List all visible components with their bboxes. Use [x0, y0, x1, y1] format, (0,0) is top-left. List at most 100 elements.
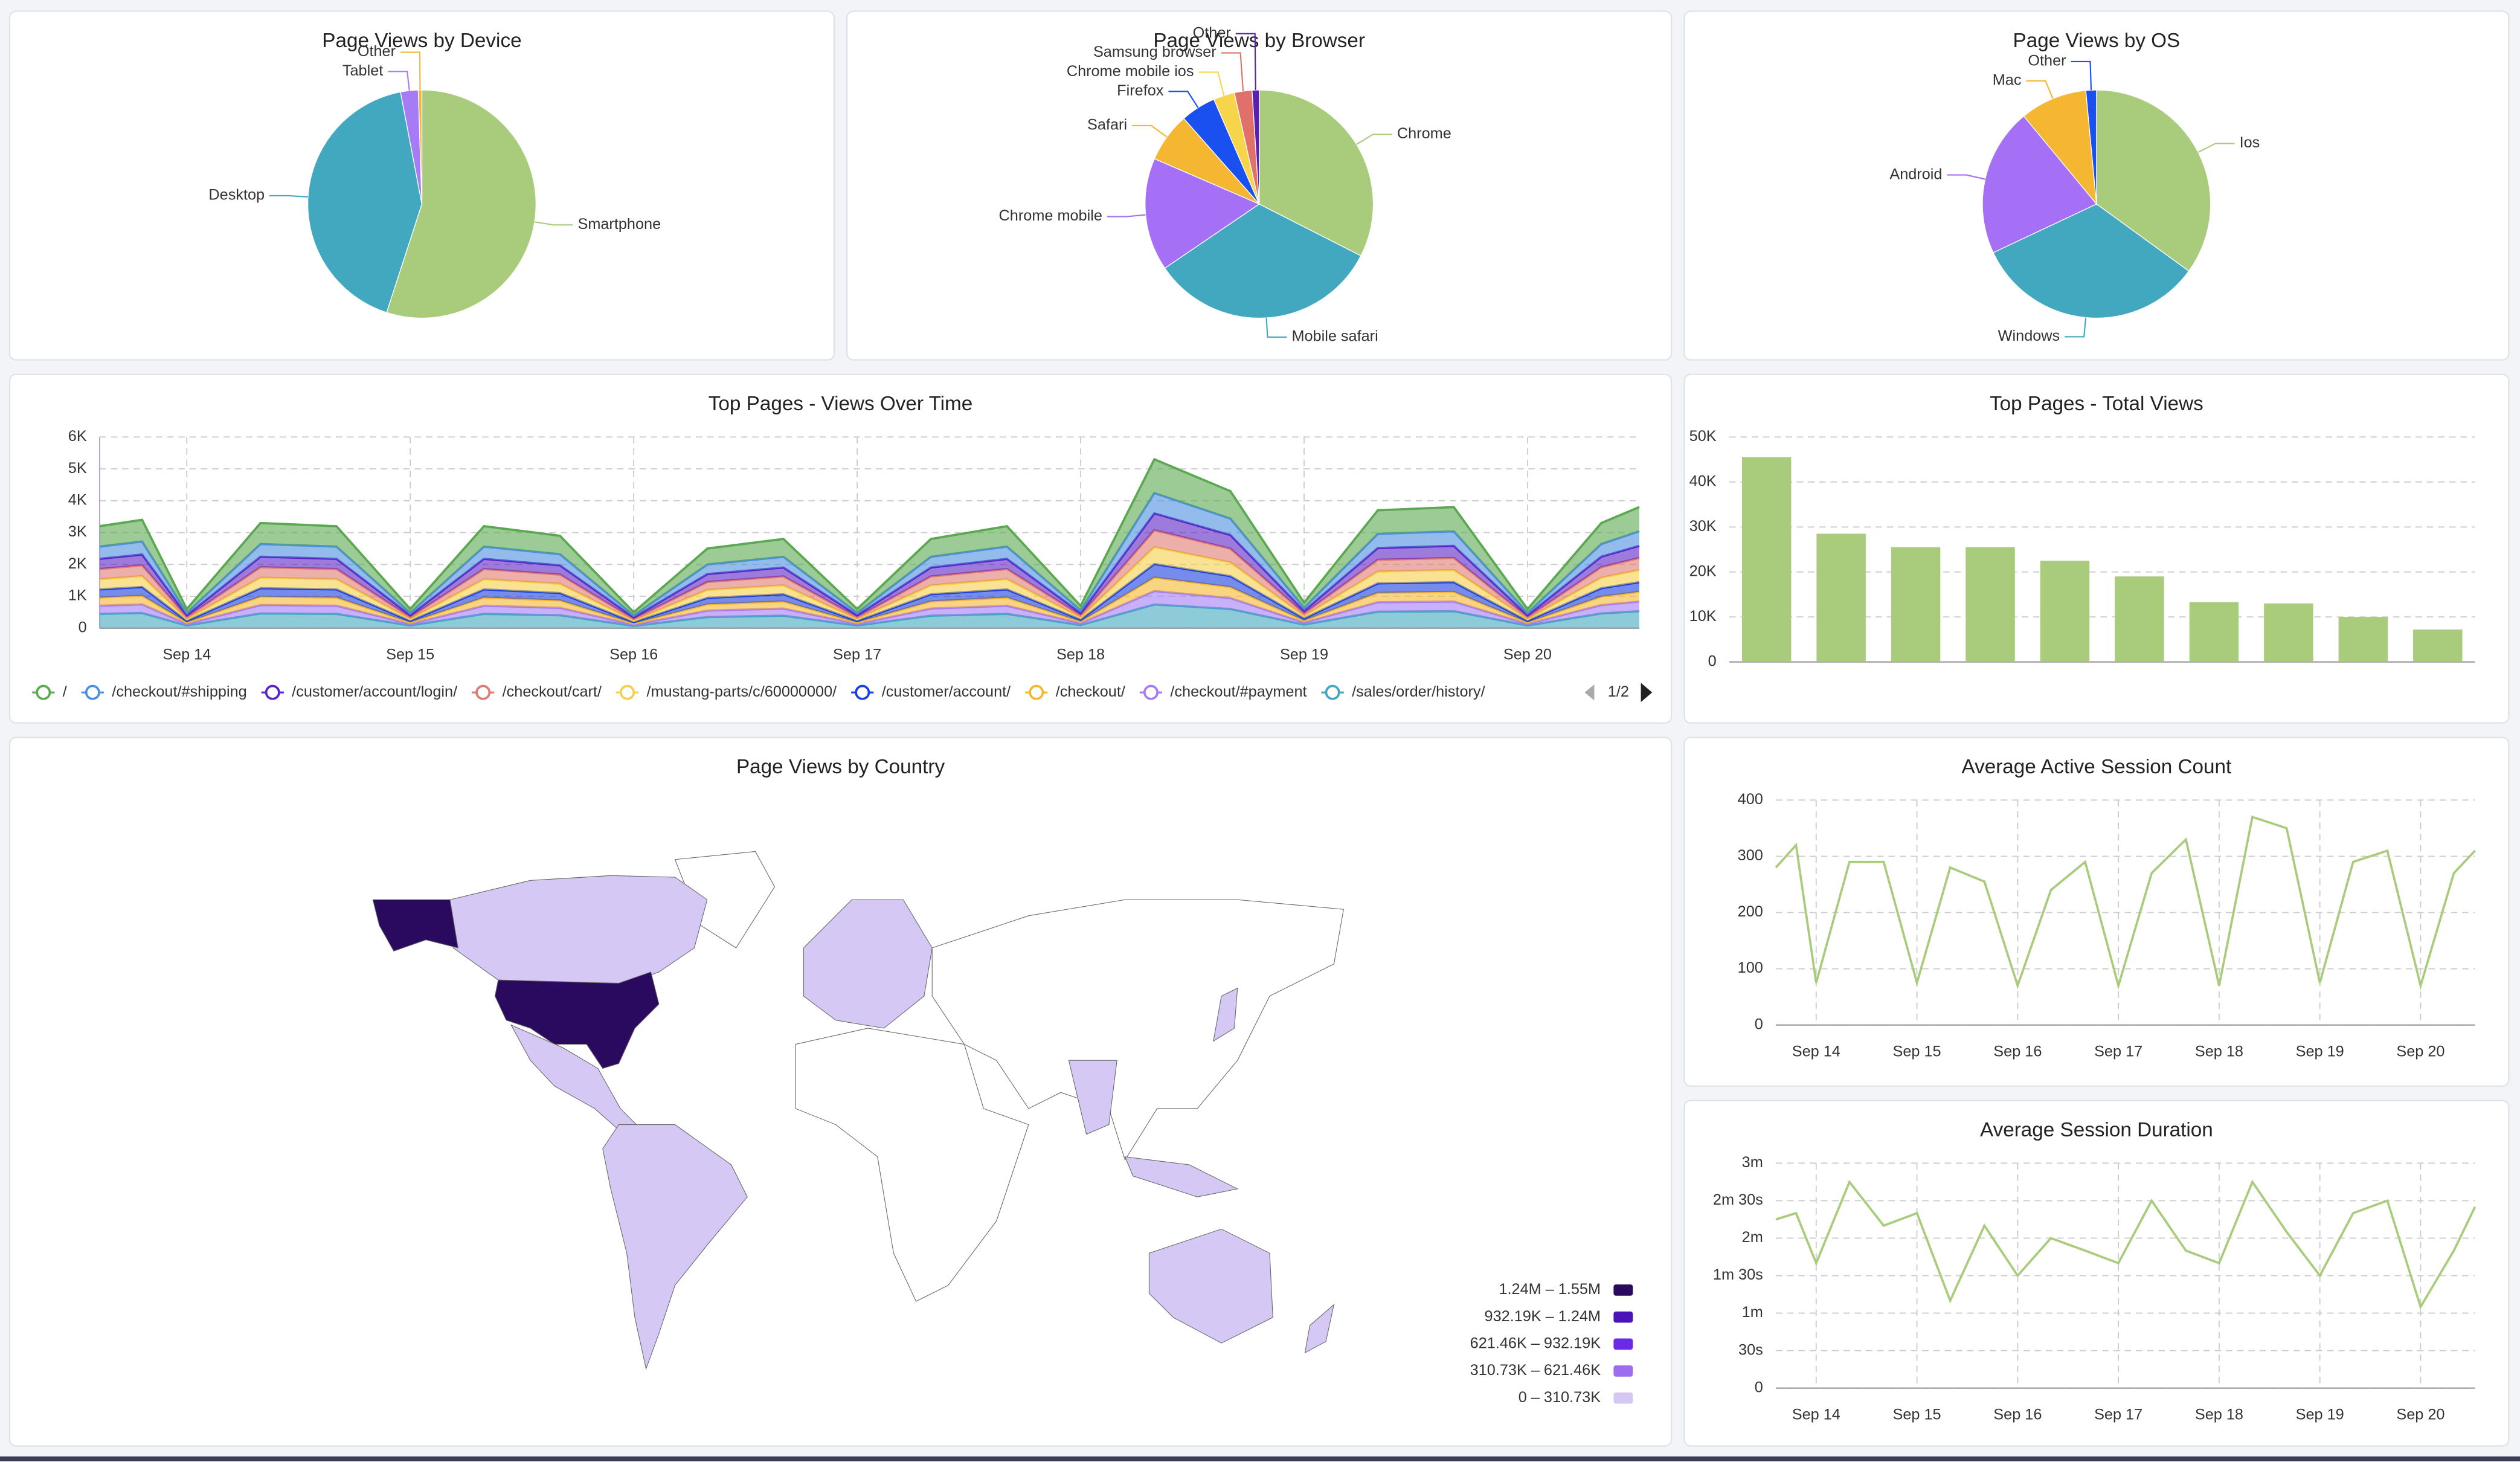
- y-tick-label: 2m 30s: [1713, 1191, 1763, 1208]
- chart-title: Average Session Duration: [1980, 1119, 2213, 1141]
- legend-label: /sales/order/history/: [1352, 683, 1485, 700]
- y-tick-label: 1K: [68, 587, 87, 604]
- x-tick-label: Sep 16: [1993, 1043, 2042, 1060]
- x-tick-label: Sep 20: [1503, 646, 1552, 663]
- slice-label: Other: [358, 43, 396, 60]
- slice-label: Android: [1889, 166, 1942, 182]
- slice-label: Windows: [1998, 327, 2060, 344]
- y-tick-label: 3m: [1742, 1154, 1763, 1171]
- chart-title: Top Pages - Views Over Time: [709, 393, 972, 415]
- leader-line: [1221, 52, 1244, 91]
- legend-marker: [475, 684, 491, 700]
- x-tick-label: Sep 15: [1893, 1043, 1941, 1060]
- panel: [8, 373, 1673, 724]
- slice-label: Ios: [2240, 134, 2260, 151]
- y-tick-label: 3K: [68, 523, 87, 540]
- legend-label: /checkout/: [1056, 683, 1126, 700]
- chart-title: Top Pages - Total Views: [1990, 393, 2203, 415]
- world-map: [372, 851, 1344, 1370]
- slice-label: Smartphone: [577, 216, 661, 233]
- leader-line: [1132, 124, 1168, 138]
- leader-line: [1235, 33, 1256, 91]
- europe: [803, 899, 933, 1029]
- x-tick-label: Sep 19: [2296, 1043, 2344, 1060]
- x-tick-label: Sep 14: [1792, 1043, 1840, 1060]
- legend-marker: [1143, 684, 1159, 700]
- leader-line: [388, 71, 410, 91]
- bar: [2413, 630, 2463, 662]
- slice-label: Tablet: [342, 62, 383, 79]
- legend-marker: [620, 684, 635, 700]
- legend-label: /customer/account/login/: [292, 683, 458, 700]
- leader-line: [2197, 143, 2235, 153]
- y-tick-label: 300: [1738, 847, 1763, 864]
- legend-page: 1/2: [1608, 683, 1629, 700]
- legend-label: 0 – 310.73K: [1519, 1389, 1601, 1406]
- legend-prev[interactable]: [1584, 684, 1595, 701]
- leader-line: [2065, 317, 2087, 338]
- leader-line: [1198, 71, 1225, 96]
- legend-label: /checkout/#payment: [1170, 683, 1307, 700]
- legend-marker: [1325, 684, 1340, 700]
- slice-label: Mobile safari: [1291, 328, 1378, 345]
- y-tick-label: 30s: [1738, 1341, 1763, 1358]
- x-tick-label: Sep 19: [2296, 1406, 2344, 1423]
- x-tick-label: Sep 18: [2195, 1406, 2243, 1423]
- line-series: [1775, 815, 2476, 990]
- y-tick-label: 100: [1738, 959, 1763, 976]
- leader-line: [1168, 91, 1199, 108]
- pie-slice: [386, 89, 537, 319]
- y-tick-label: 0: [1755, 1379, 1763, 1396]
- y-tick-label: 0: [1708, 652, 1717, 669]
- alaska: [372, 899, 458, 952]
- bar: [1966, 547, 2015, 662]
- bar: [2338, 617, 2388, 662]
- slice-label: Desktop: [208, 187, 265, 204]
- x-tick-label: Sep 17: [2094, 1043, 2142, 1060]
- slice-label: Mac: [1993, 71, 2022, 88]
- chart-title: Page Views by OS: [2013, 30, 2181, 52]
- legend-marker: [855, 684, 870, 700]
- x-tick-label: Sep 20: [2396, 1406, 2444, 1423]
- asia: [931, 899, 1344, 1161]
- chart-title: Page Views by Country: [736, 756, 945, 778]
- japan: [1213, 987, 1238, 1042]
- legend-marker: [85, 684, 100, 700]
- legend-label: /mustang-parts/c/60000000/: [646, 683, 837, 700]
- x-tick-label: Sep 18: [2195, 1043, 2243, 1060]
- bar: [2264, 603, 2313, 662]
- slice-label: Other: [1193, 24, 1231, 41]
- south-america: [602, 1124, 748, 1370]
- new-zealand: [1304, 1303, 1335, 1354]
- pie-slice: [307, 91, 423, 314]
- slice-label: Samsung browser: [1093, 43, 1217, 60]
- y-tick-label: 10K: [1689, 608, 1717, 625]
- leader-line: [400, 51, 421, 90]
- slice-label: Chrome mobile: [999, 207, 1102, 224]
- pie-slice: [1259, 89, 1374, 257]
- africa: [795, 1028, 1029, 1302]
- legend-next[interactable]: [1641, 683, 1653, 703]
- leader-line: [2026, 80, 2054, 99]
- pie-slice: [1252, 89, 1260, 204]
- x-tick-label: Sep 18: [1056, 646, 1105, 663]
- usa: [494, 971, 660, 1069]
- y-tick-label: 6K: [68, 428, 87, 445]
- chart-title: Average Active Session Count: [1962, 756, 2232, 778]
- leader-line: [1107, 214, 1146, 217]
- pie-slice: [1982, 115, 2097, 254]
- slice-label: Chrome: [1397, 125, 1451, 142]
- y-tick-label: 2m: [1742, 1229, 1763, 1246]
- y-tick-label: 2K: [68, 555, 87, 572]
- bar: [2040, 561, 2090, 662]
- chart-title: Page Views by Browser: [1153, 30, 1365, 52]
- y-tick-label: 30K: [1689, 518, 1717, 535]
- legend-label: 1.24M – 1.55M: [1499, 1281, 1601, 1298]
- y-tick-label: 1m: [1742, 1304, 1763, 1321]
- chart-title: Page Views by Device: [322, 30, 521, 52]
- legend-swatch: [1613, 1338, 1633, 1350]
- y-tick-label: 0: [79, 619, 87, 636]
- y-tick-label: 400: [1738, 791, 1763, 808]
- legend-swatch: [1613, 1392, 1633, 1404]
